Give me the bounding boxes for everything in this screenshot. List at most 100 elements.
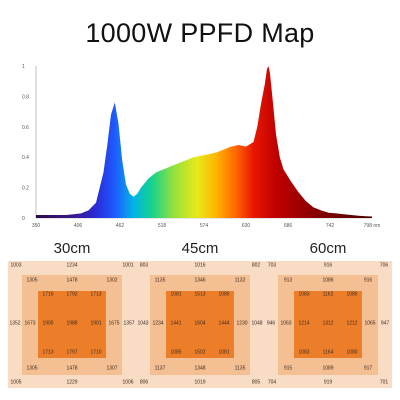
ppfd-value: 704 — [267, 379, 277, 386]
ppfd-value: 1229 — [66, 379, 78, 386]
ppfd-value: 1135 — [234, 365, 246, 372]
ppfd-value: 1302 — [106, 277, 118, 284]
x-tick-label: 574 — [200, 223, 209, 229]
ppfd-value: 1086 — [346, 291, 358, 298]
ppfd-value: 1312 — [322, 320, 334, 327]
ppfd-value: 1065 — [364, 320, 376, 327]
ppfd-value: 919 — [323, 379, 333, 386]
ppfd-value: 916 — [323, 262, 333, 269]
map-center-zone — [166, 291, 234, 358]
ppfd-value: 1673 — [24, 320, 36, 327]
ppfd-value: 1346 — [194, 277, 206, 284]
ppfd-value: 1214 — [298, 320, 310, 327]
ppfd-value: 1797 — [66, 349, 78, 356]
x-tick-label: 406 — [74, 223, 83, 229]
map-center-zone — [38, 291, 106, 358]
ppfd-value: 1006 — [122, 379, 134, 386]
ppfd-value: 1713 — [90, 291, 102, 298]
ppfd-map-30cm: 1003 1234 1001 1005 1229 1006 1352 1357 1305 1478… — [8, 261, 136, 388]
ppfd-value: 1357 — [123, 320, 135, 327]
ppfd-value: 946 — [266, 320, 276, 327]
ppfd-value: 703 — [267, 262, 277, 269]
ppfd-value: 1089 — [322, 365, 334, 372]
page-title: 1000W PPFD Map — [85, 18, 315, 48]
ppfd-value: 947 — [380, 320, 390, 327]
ppfd-value: 1003 — [10, 262, 22, 269]
x-tick-label: 630 — [242, 223, 251, 229]
ppfd-value: 1135 — [154, 277, 166, 284]
ppfd-value: 1230 — [236, 320, 248, 327]
ppfd-value: 1792 — [66, 291, 78, 298]
spectrum-chart: 0 0.2 0.4 0.6 0.8 1 350 406 462 518 574 630 686 742 79… — [22, 64, 381, 229]
ppfd-value: 1713 — [42, 349, 54, 356]
ppfd-value: 1502 — [194, 349, 206, 356]
ppfd-value: 1513 — [194, 291, 206, 298]
ppfd-value: 915 — [283, 365, 293, 372]
y-tick-label: 0.6 — [22, 125, 29, 131]
ppfd-value: 1086 — [218, 291, 230, 298]
x-tick-label: 742 — [326, 223, 335, 229]
ppfd-value: 1137 — [154, 365, 166, 372]
ppfd-value: 1081 — [170, 291, 182, 298]
x-tick-label: 798 nm — [364, 223, 381, 229]
ppfd-value: 706 — [379, 262, 389, 269]
ppfd-value: 913 — [283, 277, 293, 284]
ppfd-value: 1234 — [66, 262, 78, 269]
ppfd-value: 1048 — [251, 320, 263, 327]
ppfd-value: 1305 — [26, 277, 38, 284]
ppfd-value: 1019 — [194, 379, 206, 386]
ppfd-value: 1352 — [9, 320, 21, 327]
ppfd-value: 1478 — [66, 277, 78, 284]
ppfd-value: 1307 — [106, 365, 118, 372]
ppfd-map-45cm: 803 1016 802 806 1019 805 1043 1048 1135 1346 1132… — [136, 261, 264, 388]
ppfd-value: 806 — [139, 379, 149, 386]
ppfd-value: 1710 — [90, 349, 102, 356]
y-tick-label: 0 — [22, 216, 25, 222]
ppfd-value: 805 — [251, 379, 261, 386]
ppfd-value: 1675 — [108, 320, 120, 327]
x-tick-label: 518 — [158, 223, 167, 229]
ppfd-value: 1016 — [194, 262, 206, 269]
y-tick-label: 0.2 — [22, 186, 29, 192]
y-tick-label: 0.4 — [22, 155, 29, 161]
map-label-60cm: 60cm — [309, 240, 347, 257]
x-tick-label: 462 — [116, 223, 125, 229]
ppfd-value: 1901 — [90, 320, 102, 327]
ppfd-value: 1001 — [122, 262, 134, 269]
ppfd-value: 1604 — [194, 320, 206, 327]
ppfd-value: 1081 — [218, 349, 230, 356]
ppfd-value: 1132 — [234, 277, 246, 284]
ppfd-value: 916 — [363, 277, 373, 284]
ppfd-value: 1348 — [194, 365, 206, 372]
ppfd-value: 1305 — [26, 365, 38, 372]
map-label-30cm: 30cm — [53, 240, 91, 257]
ppfd-value: 1716 — [42, 291, 54, 298]
ppfd-value: 1988 — [66, 320, 78, 327]
ppfd-value: 803 — [139, 262, 149, 269]
ppfd-value: 1444 — [218, 320, 230, 327]
map-label-45cm: 45cm — [181, 240, 219, 257]
ppfd-value: 1083 — [298, 349, 310, 356]
ppfd-value: 701 — [379, 379, 389, 386]
ppfd-map-60cm: 703 916 706 704 919 701 946 947 913 1086 916 915 108… — [264, 261, 392, 388]
spectrum-series — [36, 66, 372, 218]
y-tick-label: 0.8 — [22, 94, 29, 100]
ppfd-value: 1234 — [152, 320, 164, 327]
ppfd-value: 917 — [363, 365, 373, 372]
map-center-zone — [294, 291, 362, 358]
ppfd-value: 1043 — [137, 320, 149, 327]
ppfd-value: 802 — [251, 262, 261, 269]
ppfd-value: 1063 — [280, 320, 292, 327]
ppfd-value: 1164 — [322, 349, 334, 356]
ppfd-value: 1005 — [10, 379, 22, 386]
x-tick-label: 686 — [284, 223, 293, 229]
ppfd-value: 1080 — [346, 349, 358, 356]
ppfd-value: 1212 — [346, 320, 358, 327]
x-tick-label: 350 — [32, 223, 41, 229]
ppfd-value: 1441 — [170, 320, 182, 327]
ppfd-value: 1085 — [170, 349, 182, 356]
ppfd-value: 1478 — [66, 365, 78, 372]
y-tick-label: 1 — [22, 64, 25, 70]
ppfd-value: 1162 — [322, 291, 334, 298]
ppfd-value: 1905 — [42, 320, 54, 327]
